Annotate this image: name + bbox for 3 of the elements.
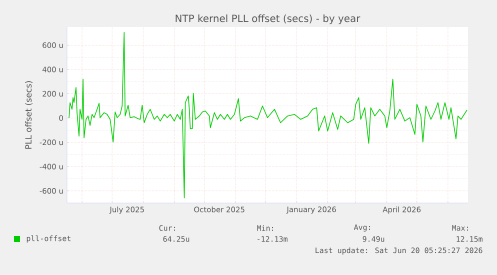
- y-axis-title: PLL offset (secs): [25, 81, 33, 149]
- chart-title: NTP kernel PLL offset (secs) - by year: [176, 14, 360, 24]
- line-series: [68, 32, 468, 198]
